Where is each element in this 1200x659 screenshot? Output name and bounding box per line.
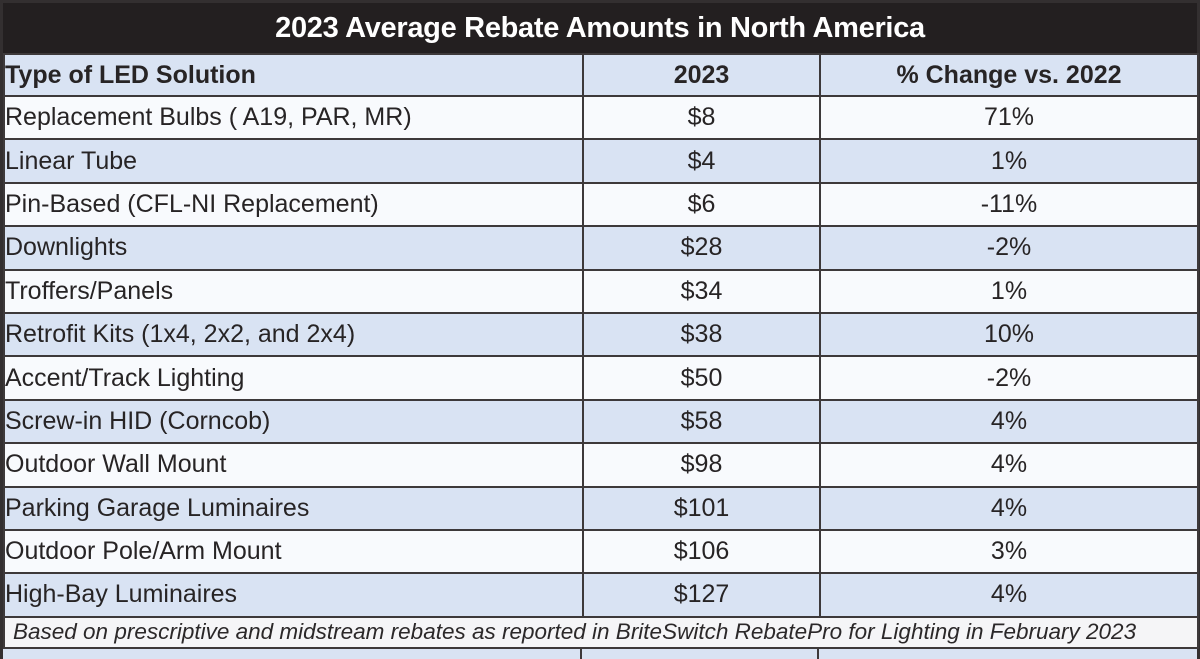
- col-header-change: % Change vs. 2022: [819, 53, 1199, 97]
- footnote-row: Based on prescriptive and midstream reba…: [3, 615, 1199, 649]
- table-row: Screw-in HID (Corncob) $58 4%: [3, 398, 1199, 445]
- table-row: Replacement Bulbs ( A19, PAR, MR) $8 71%: [3, 94, 1199, 141]
- amount-cell: $28: [582, 225, 821, 271]
- change-cell: -2%: [819, 225, 1199, 271]
- table-row: Accent/Track Lighting $50 -2%: [3, 355, 1199, 401]
- change-cell: 4%: [819, 485, 1199, 531]
- footnote-text: Based on prescriptive and midstream reba…: [3, 615, 1199, 649]
- change-cell: 1%: [819, 268, 1199, 314]
- change-cell: 1%: [819, 138, 1199, 184]
- amount-cell: $98: [582, 442, 821, 488]
- table-row: Linear Tube $4 1%: [3, 138, 1199, 184]
- amount-cell: $4: [582, 138, 821, 184]
- table-row: Downlights $28 -2%: [3, 225, 1199, 271]
- table-row: Parking Garage Luminaires $101 4%: [3, 485, 1199, 531]
- partial-cell: [3, 648, 582, 659]
- amount-cell: $101: [582, 485, 821, 531]
- change-cell: -2%: [819, 355, 1199, 401]
- solution-cell: Screw-in HID (Corncob): [3, 398, 584, 445]
- table-footer: Based on prescriptive and midstream reba…: [3, 615, 1199, 649]
- partial-cell: [819, 649, 1197, 659]
- cropped-partial-row: [3, 648, 1197, 659]
- table-header: Type of LED Solution 2023 % Change vs. 2…: [3, 53, 1199, 97]
- col-header-type: Type of LED Solution: [3, 53, 584, 97]
- table-row: Pin-Based (CFL-NI Replacement) $6 -11%: [3, 181, 1199, 228]
- amount-cell: $6: [582, 181, 821, 228]
- solution-cell: Accent/Track Lighting: [3, 355, 584, 401]
- table-row: Outdoor Wall Mount $98 4%: [3, 442, 1199, 488]
- table-title: 2023 Average Rebate Amounts in North Ame…: [275, 11, 925, 44]
- solution-cell: Retrofit Kits (1x4, 2x2, and 2x4): [3, 311, 584, 358]
- solution-cell: Troffers/Panels: [3, 268, 584, 314]
- solution-cell: Linear Tube: [3, 138, 584, 184]
- change-cell: -11%: [819, 181, 1199, 228]
- solution-cell: Replacement Bulbs ( A19, PAR, MR): [3, 94, 584, 141]
- table-row: Outdoor Pole/Arm Mount $106 3%: [3, 528, 1199, 575]
- partial-cell: [582, 648, 819, 659]
- change-cell: 4%: [819, 442, 1199, 488]
- table-row: Retrofit Kits (1x4, 2x2, and 2x4) $38 10…: [3, 311, 1199, 358]
- amount-cell: $38: [582, 311, 821, 358]
- solution-cell: Outdoor Wall Mount: [3, 442, 584, 488]
- solution-cell: Downlights: [3, 225, 584, 271]
- table-row: Troffers/Panels $34 1%: [3, 268, 1199, 314]
- col-header-2023: 2023: [582, 53, 821, 97]
- header-row: Type of LED Solution 2023 % Change vs. 2…: [3, 53, 1199, 97]
- table-body: Replacement Bulbs ( A19, PAR, MR) $8 71%…: [3, 94, 1199, 618]
- change-cell: 10%: [819, 311, 1199, 358]
- change-cell: 4%: [819, 572, 1199, 618]
- amount-cell: $34: [582, 268, 821, 314]
- solution-cell: Pin-Based (CFL-NI Replacement): [3, 181, 584, 228]
- table-title-bar: 2023 Average Rebate Amounts in North Ame…: [3, 3, 1197, 53]
- amount-cell: $50: [582, 355, 821, 401]
- amount-cell: $127: [582, 572, 821, 618]
- solution-cell: High-Bay Luminaires: [3, 572, 584, 618]
- solution-cell: Outdoor Pole/Arm Mount: [3, 528, 584, 575]
- solution-cell: Parking Garage Luminaires: [3, 485, 584, 531]
- table-row: High-Bay Luminaires $127 4%: [3, 572, 1199, 618]
- amount-cell: $8: [582, 94, 821, 141]
- change-cell: 4%: [819, 398, 1199, 445]
- change-cell: 71%: [819, 94, 1199, 141]
- amount-cell: $106: [582, 528, 821, 575]
- change-cell: 3%: [819, 528, 1199, 575]
- rebate-table: Type of LED Solution 2023 % Change vs. 2…: [3, 53, 1199, 649]
- amount-cell: $58: [582, 398, 821, 445]
